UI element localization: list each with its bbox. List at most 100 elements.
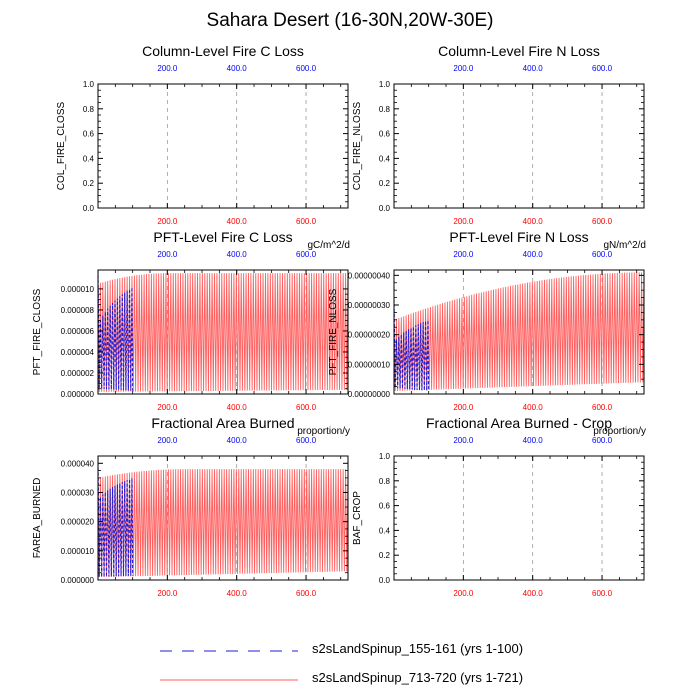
x-tick-label-top: 200.0 <box>157 64 178 73</box>
series-1-line <box>394 299 430 391</box>
y-tick-label: 0.000008 <box>61 306 95 315</box>
y-axis-label: BAF_CROP <box>352 491 363 545</box>
x-tick-label-top: 200.0 <box>453 436 474 445</box>
x-tick-label-top: 400.0 <box>523 64 544 73</box>
panel-title: PFT-Level Fire N Loss <box>449 229 588 245</box>
legend-label-1: s2sLandSpinup_155-161 (yrs 1-100) <box>312 641 524 656</box>
y-tick-label: 0.2 <box>379 551 391 560</box>
x-tick-label-top: 600.0 <box>296 64 317 73</box>
x-tick-label-top: 400.0 <box>523 250 544 259</box>
panel-middle-right: PFT-Level Fire N Loss 0.00000000 0.0000001… <box>328 229 646 412</box>
y-tick-label: 0.000030 <box>61 488 95 497</box>
x-tick-label-bottom: 400.0 <box>227 403 248 412</box>
y-tick-label: 0.6 <box>83 130 95 139</box>
x-tick-label-bottom: 200.0 <box>157 403 178 412</box>
y-axis-label: PFT_FIRE_NLOSS <box>328 288 339 375</box>
x-tick-label-bottom: 400.0 <box>227 589 248 598</box>
series-2-line <box>394 272 644 392</box>
series-2-line <box>98 469 348 578</box>
plot-frame <box>97 455 349 581</box>
y-tick-label: 0.6 <box>379 502 391 511</box>
y-tick-label: 1.0 <box>379 80 391 89</box>
units-label: gC/m^2/d <box>308 240 351 251</box>
x-tick-label-top: 400.0 <box>227 64 248 73</box>
units-label: proportion/y <box>297 426 350 437</box>
y-tick-label: 0.4 <box>379 526 391 535</box>
panel-middle-left: PFT-Level Fire C Loss 0.000000 0.000002 0.0… <box>32 229 350 412</box>
legend-label-2: s2sLandSpinup_713-720 (yrs 1-721) <box>312 670 524 685</box>
legend-entry-2: s2sLandSpinup_713-720 (yrs 1-721) <box>160 670 580 690</box>
x-tick-label-top: 600.0 <box>592 436 613 445</box>
x-tick-label-top: 600.0 <box>592 250 613 259</box>
series-2-line <box>98 273 348 392</box>
y-tick-label: 0.0 <box>83 204 95 213</box>
x-tick-label-bottom: 400.0 <box>227 217 248 226</box>
x-tick-label-bottom: 400.0 <box>523 589 544 598</box>
panel-title: Column-Level Fire C Loss <box>142 43 304 59</box>
y-tick-label: 0.000006 <box>61 327 95 336</box>
legend-swatch-1 <box>160 650 298 652</box>
panel-bottom-right: Fractional Area Burned - Crop 0.0 0.2 0.4 0.… <box>352 415 646 598</box>
x-tick-label-bottom: 600.0 <box>296 589 317 598</box>
units-label: proportion/y <box>593 426 646 437</box>
plot-frame <box>97 269 349 395</box>
x-tick-label-bottom: 600.0 <box>592 217 613 226</box>
y-tick-label: 0.000000 <box>61 390 95 399</box>
panel-title: Fractional Area Burned <box>151 415 294 431</box>
y-tick-label: 0.00000030 <box>348 301 391 310</box>
y-tick-label: 0.000020 <box>61 518 95 527</box>
y-tick-label: 0.000010 <box>61 547 95 556</box>
y-tick-label: 1.0 <box>379 452 391 461</box>
panel-top-left: Column-Level Fire C Loss 0.0 0.2 0.4 0.6 0.8 1… <box>56 43 349 226</box>
y-tick-label: 0.00000020 <box>348 331 391 340</box>
y-tick-label: 0.2 <box>83 179 95 188</box>
y-tick-label: 0.00000010 <box>348 360 391 369</box>
units-label: gN/m^2/d <box>604 240 647 251</box>
panel-bottom-left: Fractional Area Burned 0.000000 0.000010 0.… <box>32 415 350 598</box>
legend-swatch-2 <box>160 679 298 681</box>
y-tick-label: 0.0 <box>379 576 391 585</box>
y-tick-label: 0.2 <box>379 179 391 188</box>
y-tick-label: 0.4 <box>83 154 95 163</box>
x-tick-label-bottom: 600.0 <box>296 217 317 226</box>
y-tick-label: 0.000002 <box>61 369 95 378</box>
y-tick-label: 1.0 <box>83 80 95 89</box>
x-tick-label-top: 200.0 <box>453 250 474 259</box>
y-axis-label: PFT_FIRE_CLOSS <box>32 288 43 375</box>
y-tick-label: 0.8 <box>83 105 95 114</box>
y-tick-label: 0.00000000 <box>348 390 391 399</box>
panel-title: PFT-Level Fire C Loss <box>153 229 292 245</box>
plot-frame <box>393 269 645 395</box>
x-tick-label-top: 400.0 <box>227 436 248 445</box>
x-tick-label-bottom: 600.0 <box>592 403 613 412</box>
y-axis-label: COL_FIRE_NLOSS <box>352 101 363 190</box>
x-tick-label-bottom: 200.0 <box>453 589 474 598</box>
x-tick-label-top: 400.0 <box>523 436 544 445</box>
x-tick-label-top: 600.0 <box>296 250 317 259</box>
x-tick-label-bottom: 200.0 <box>453 403 474 412</box>
y-tick-label: 0.000000 <box>61 576 95 585</box>
y-axis-label: FAREA_BURNED <box>32 478 43 559</box>
y-tick-label: 0.000040 <box>61 459 95 468</box>
x-tick-label-top: 200.0 <box>157 250 178 259</box>
x-tick-label-bottom: 400.0 <box>523 403 544 412</box>
x-tick-label-top: 600.0 <box>592 64 613 73</box>
y-tick-label: 0.000010 <box>61 285 95 294</box>
x-tick-label-bottom: 600.0 <box>592 589 613 598</box>
x-tick-label-top: 600.0 <box>296 436 317 445</box>
x-tick-label-bottom: 200.0 <box>157 589 178 598</box>
series-1-line <box>98 270 134 391</box>
legend-entry-1: s2sLandSpinup_155-161 (yrs 1-100) <box>160 641 580 661</box>
x-tick-label-bottom: 400.0 <box>523 217 544 226</box>
y-tick-label: 0.6 <box>379 130 391 139</box>
panel-top-right: Column-Level Fire N Loss 0.0 0.2 0.4 0.6 0.8 1… <box>352 43 645 226</box>
panel-title: Column-Level Fire N Loss <box>438 43 600 59</box>
y-tick-label: 0.8 <box>379 105 391 114</box>
figure-title: Sahara Desert (16-30N,20W-30E) <box>206 10 494 31</box>
x-tick-label-bottom: 200.0 <box>453 217 474 226</box>
y-tick-label: 0.00000040 <box>348 271 391 280</box>
x-tick-label-bottom: 200.0 <box>157 217 178 226</box>
x-tick-label-top: 200.0 <box>157 436 178 445</box>
x-tick-label-top: 400.0 <box>227 250 248 259</box>
x-tick-label-top: 200.0 <box>453 64 474 73</box>
